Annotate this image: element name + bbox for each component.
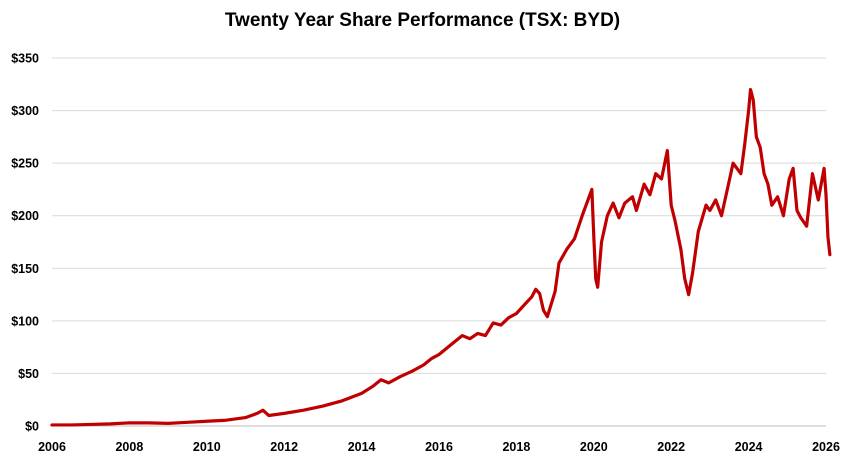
x-tick-label: 2018	[502, 440, 530, 454]
x-tick-label: 2020	[580, 440, 608, 454]
gridlines	[52, 57, 826, 374]
y-axis-tick-labels: $0 $50 $100 $150 $200 $250 $300 $350	[11, 52, 39, 434]
x-tick-label: 2014	[348, 440, 376, 454]
y-tick-label: $100	[11, 314, 39, 328]
y-tick-label: $250	[11, 157, 39, 171]
series-line-0	[50, 87, 832, 427]
y-tick-label: $150	[11, 262, 39, 276]
x-tick-label: 2006	[38, 440, 66, 454]
y-tick-label: $350	[11, 52, 39, 66]
y-tick-label: $200	[11, 209, 39, 223]
x-tick-label: 2026	[812, 440, 840, 454]
y-tick-label: $50	[18, 367, 39, 381]
x-axis-tick-labels: 2006 2008 2010 2012 2014 2016 2018 2020 2022 2024…	[38, 440, 840, 454]
y-tick-label: $300	[11, 104, 39, 118]
chart-title: Twenty Year Share Performance (TSX: BYD)	[224, 10, 621, 31]
x-tick-label: 2024	[735, 440, 763, 454]
x-tick-label: 2022	[657, 440, 685, 454]
x-tick-label: 2012	[270, 440, 298, 454]
x-tick-label: 2008	[115, 440, 143, 454]
x-tick-label: 2010	[193, 440, 221, 454]
y-tick-label: $0	[25, 420, 39, 434]
series-layer	[50, 87, 832, 427]
x-tick-label: 2016	[425, 440, 453, 454]
